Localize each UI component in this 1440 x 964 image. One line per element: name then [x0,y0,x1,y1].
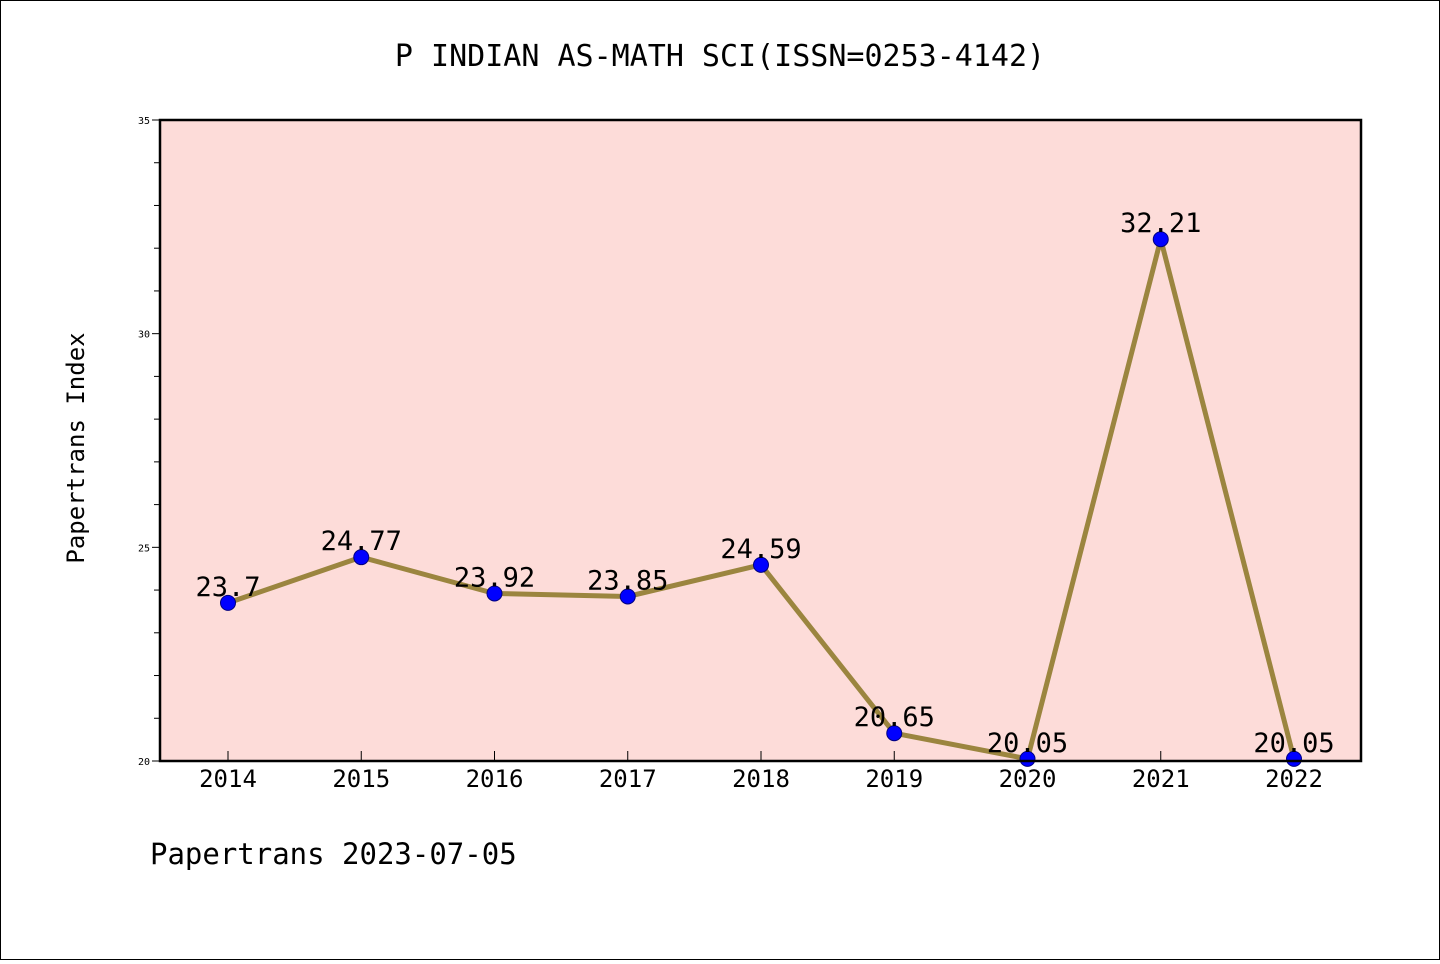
x-tick-label: 2014 [199,765,257,793]
data-series [220,231,1302,767]
footer-credit: Papertrans 2023-07-05 [150,837,517,871]
x-tick-label: 2016 [466,765,524,793]
x-tick-label: 2015 [332,765,390,793]
data-label: 20.65 [854,702,935,733]
data-point [353,549,370,566]
chart-title: P INDIAN AS-MATH SCI(ISSN=0253-4142) [395,39,1045,74]
x-tick-label: 2017 [599,765,657,793]
data-labels: 23.7 24.77 23.92 23.85 24.59 20.65 20.05 32.21 2… [195,208,1334,759]
y-tick-label: 20 [138,757,150,768]
plot-area [160,120,1361,761]
data-label: 23.85 [587,565,668,596]
y-tick-label: 35 [138,116,150,127]
x-axis: 2014 2015 2016 2017 2018 2019 2020 2021 2022 [199,751,1323,793]
data-label: 20.05 [1253,728,1334,759]
x-tick-label: 2020 [999,765,1057,793]
data-label: 24.77 [321,526,402,557]
data-point [1286,750,1302,767]
data-point [753,556,769,573]
data-point [220,594,236,611]
data-label: 32.21 [1120,208,1201,239]
data-label: 24.59 [720,534,801,565]
x-tick-label: 2022 [1265,765,1323,793]
y-tick-label: 25 [138,543,150,554]
data-label: 20.05 [987,728,1068,759]
data-label: 23.7 [195,572,260,603]
y-tick-label: 30 [138,330,150,341]
data-point [1019,750,1036,767]
x-tick-label: 2018 [732,765,790,793]
x-tick-label: 2019 [865,765,923,793]
data-point [886,725,903,742]
data-label: 23.92 [454,562,535,593]
plot-frame [158,118,1363,763]
y-axis-label: Papertrans Index [62,332,90,563]
data-point [1152,231,1169,248]
x-tick-label: 2021 [1132,765,1190,793]
data-point [619,588,636,605]
data-point [486,585,503,602]
